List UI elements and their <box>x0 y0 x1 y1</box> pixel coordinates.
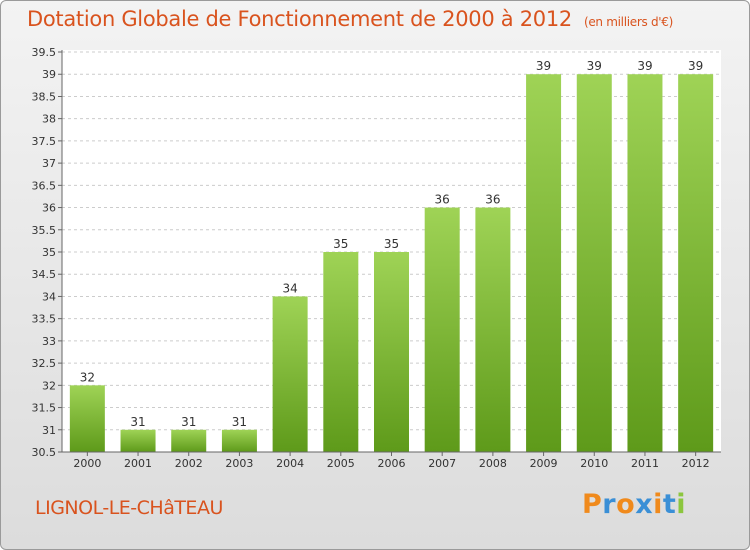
axes <box>61 50 721 456</box>
y-tick-label: 38.5 <box>32 90 57 103</box>
data-label: 31 <box>181 415 196 429</box>
bar <box>171 429 207 452</box>
proxiti-logo: Proxiti <box>582 489 686 520</box>
bar <box>678 74 714 452</box>
data-label: 31 <box>130 415 145 429</box>
y-tick-label: 31.5 <box>32 402 57 415</box>
y-tick-label: 36 <box>42 202 56 215</box>
y-tick-label: 32 <box>42 379 56 392</box>
location-name: LIGNOL-LE-CHâTEAU <box>35 497 223 519</box>
logo-letter: i <box>653 489 663 520</box>
y-tick-label: 36.5 <box>32 179 57 192</box>
x-tick-label: 2010 <box>580 457 608 470</box>
bar <box>475 207 511 452</box>
data-label: 35 <box>333 237 348 251</box>
x-tick-label: 2002 <box>175 457 203 470</box>
bar <box>272 296 308 452</box>
x-tick-label: 2012 <box>682 457 710 470</box>
y-tick-label: 33 <box>42 335 56 348</box>
y-tick-label: 39.5 <box>32 46 57 59</box>
logo-letter: i <box>676 489 687 520</box>
data-label: 32 <box>80 370 95 384</box>
y-tick-label: 31 <box>42 424 56 437</box>
logo-letter: r <box>602 489 617 520</box>
x-tick-label: 2007 <box>428 457 456 470</box>
data-label: 31 <box>232 415 247 429</box>
bars <box>69 74 714 452</box>
x-tick-label: 2006 <box>378 457 406 470</box>
data-label: 39 <box>587 59 602 73</box>
data-label: 39 <box>536 59 551 73</box>
bar <box>69 385 105 452</box>
chart-unit: (en milliers d'€) <box>583 15 673 29</box>
y-tick-label: 35 <box>42 246 56 259</box>
data-label: 39 <box>688 59 703 73</box>
data-label: 34 <box>282 281 297 295</box>
data-label: 36 <box>435 193 450 207</box>
logo-letter: P <box>582 489 603 520</box>
data-label: 39 <box>637 59 652 73</box>
bar <box>627 74 663 452</box>
bar <box>576 74 612 452</box>
y-tick-label: 38 <box>42 113 56 126</box>
data-labels: 32 31 31 31 34 35 35 36 36 39 39 39 39 <box>80 59 704 429</box>
y-tick-label: 37.5 <box>32 135 57 148</box>
y-tick-label: 37 <box>42 157 56 170</box>
y-tick-label: 35.5 <box>32 224 57 237</box>
tick-labels: 30.5 31 31.5 32 32.5 33 33.5 34 34.5 35 35.5 36 36.5… <box>32 46 710 470</box>
x-tick-label: 2005 <box>327 457 355 470</box>
y-tick-label: 34.5 <box>32 268 57 281</box>
x-tick-label: 2009 <box>530 457 558 470</box>
x-tick-label: 2011 <box>631 457 659 470</box>
x-tick-label: 2004 <box>276 457 304 470</box>
x-tick-label: 2003 <box>225 457 253 470</box>
bar <box>374 252 409 452</box>
logo-letter: t <box>662 489 677 520</box>
chart-title: Dotation Globale de Fonctionnement de 20… <box>27 7 673 31</box>
y-tick-label: 33.5 <box>32 313 57 326</box>
logo-letter: o <box>616 489 636 520</box>
data-label: 36 <box>485 193 500 207</box>
bar <box>323 252 359 452</box>
y-tick-label: 34 <box>42 290 56 303</box>
bar <box>120 429 156 452</box>
bar <box>526 74 562 452</box>
x-tick-label: 2001 <box>124 457 152 470</box>
bar <box>221 429 257 452</box>
x-tick-label: 2000 <box>73 457 101 470</box>
chart-title-text: Dotation Globale de Fonctionnement de 20… <box>27 7 572 31</box>
bar <box>424 207 460 452</box>
data-label: 35 <box>384 237 399 251</box>
y-tick-label: 39 <box>42 68 56 81</box>
y-tick-label: 32.5 <box>32 357 57 370</box>
x-tick-label: 2008 <box>479 457 507 470</box>
y-tick-label: 30.5 <box>32 446 57 459</box>
logo-letter: x <box>635 489 654 520</box>
